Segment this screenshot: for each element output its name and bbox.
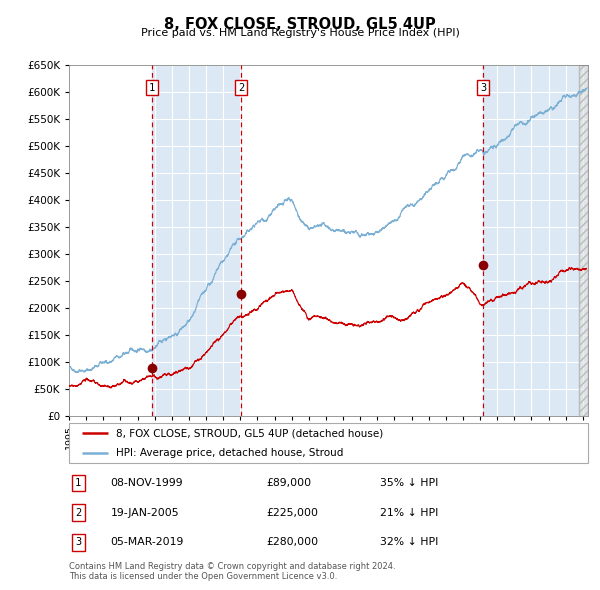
Text: HPI: Average price, detached house, Stroud: HPI: Average price, detached house, Stro… — [116, 448, 343, 458]
Bar — [483, 65, 588, 416]
Text: 05-MAR-2019: 05-MAR-2019 — [110, 537, 184, 548]
Text: 8, FOX CLOSE, STROUD, GL5 4UP (detached house): 8, FOX CLOSE, STROUD, GL5 4UP (detached … — [116, 428, 383, 438]
Text: 3: 3 — [480, 83, 486, 93]
Text: 35% ↓ HPI: 35% ↓ HPI — [380, 478, 439, 488]
Text: £225,000: £225,000 — [266, 508, 318, 517]
Bar — [578, 65, 588, 416]
Text: 08-NOV-1999: 08-NOV-1999 — [110, 478, 183, 488]
Text: 1: 1 — [75, 478, 82, 488]
Text: 32% ↓ HPI: 32% ↓ HPI — [380, 537, 439, 548]
Text: 1: 1 — [149, 83, 155, 93]
Text: 2: 2 — [238, 83, 244, 93]
Text: 8, FOX CLOSE, STROUD, GL5 4UP: 8, FOX CLOSE, STROUD, GL5 4UP — [164, 17, 436, 31]
Text: £89,000: £89,000 — [266, 478, 311, 488]
Bar — [152, 65, 241, 416]
FancyBboxPatch shape — [69, 423, 588, 463]
Bar — [578, 65, 588, 416]
Text: £280,000: £280,000 — [266, 537, 319, 548]
Text: Price paid vs. HM Land Registry's House Price Index (HPI): Price paid vs. HM Land Registry's House … — [140, 28, 460, 38]
Text: 2: 2 — [75, 508, 82, 517]
Text: Contains HM Land Registry data © Crown copyright and database right 2024.
This d: Contains HM Land Registry data © Crown c… — [69, 562, 395, 581]
Text: 21% ↓ HPI: 21% ↓ HPI — [380, 508, 439, 517]
Text: 3: 3 — [75, 537, 82, 548]
Text: 19-JAN-2005: 19-JAN-2005 — [110, 508, 179, 517]
